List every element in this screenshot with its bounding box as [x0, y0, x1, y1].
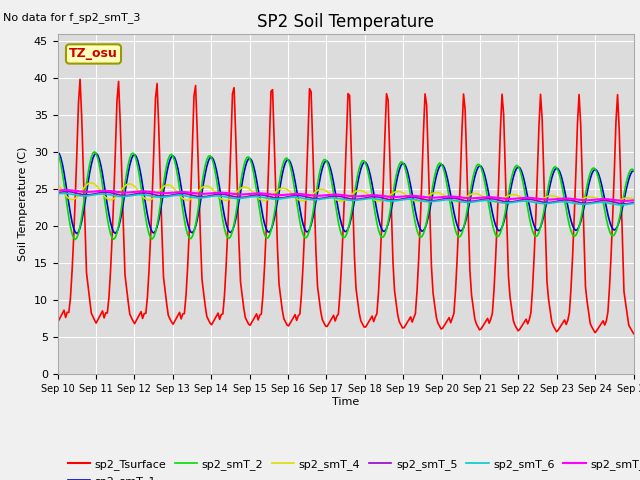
Text: No data for f_sp2_smT_3: No data for f_sp2_smT_3 [3, 12, 141, 23]
Y-axis label: Soil Temperature (C): Soil Temperature (C) [18, 147, 28, 261]
Title: SP2 Soil Temperature: SP2 Soil Temperature [257, 12, 434, 31]
Legend: sp2_Tsurface, sp2_smT_1, sp2_smT_2, sp2_smT_4, sp2_smT_5, sp2_smT_6, sp2_smT_7: sp2_Tsurface, sp2_smT_1, sp2_smT_2, sp2_… [63, 455, 640, 480]
Text: TZ_osu: TZ_osu [69, 48, 118, 60]
X-axis label: Time: Time [332, 397, 359, 407]
